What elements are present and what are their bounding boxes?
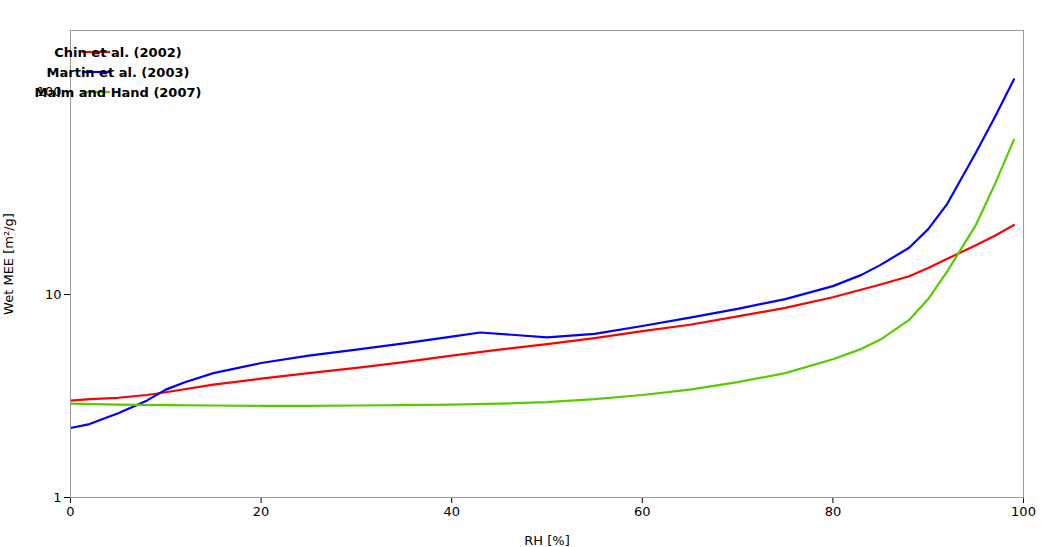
svg-text:10: 10 [45, 287, 62, 302]
svg-text:60: 60 [634, 504, 651, 519]
svg-text:RH [%]: RH [%] [524, 533, 569, 547]
svg-text:Malm and Hand (2007): Malm and Hand (2007) [35, 85, 202, 100]
svg-text:0: 0 [66, 504, 74, 519]
svg-text:20: 20 [253, 504, 270, 519]
svg-text:1: 1 [53, 490, 61, 505]
svg-text:Wet MEE [m²/g]: Wet MEE [m²/g] [1, 213, 16, 315]
svg-text:Martin et al. (2003): Martin et al. (2003) [47, 65, 190, 80]
svg-text:40: 40 [443, 504, 460, 519]
svg-text:80: 80 [825, 504, 842, 519]
svg-text:Chin et al. (2002): Chin et al. (2002) [54, 45, 181, 60]
svg-text:100: 100 [1011, 504, 1036, 519]
